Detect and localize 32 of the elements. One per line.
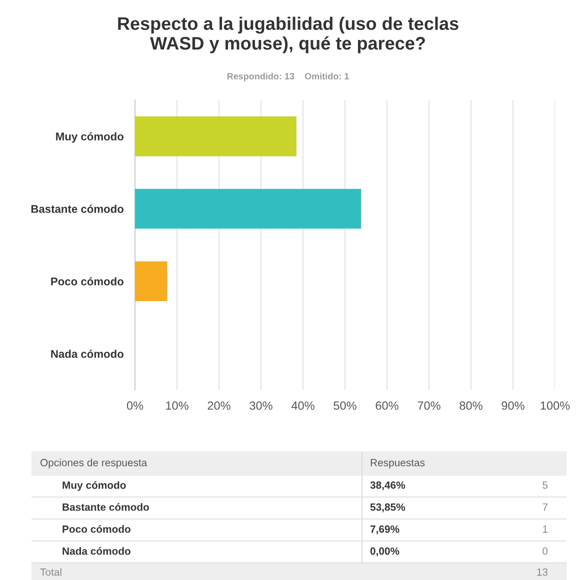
text: Opciones de respuesta: [40, 458, 148, 468]
text: 1: [543, 526, 548, 533]
x-tick-label: 90%: [502, 401, 524, 410]
x-tick-label: 0%: [126, 401, 144, 410]
category-label: Nada cómodo: [62, 547, 130, 555]
text: 53,85%: [370, 503, 406, 512]
y-tick-label: Nada cómodo: [51, 350, 124, 358]
x-tick-label: 50%: [334, 401, 356, 410]
text: 5: [542, 482, 548, 489]
x-tick-label: 40%: [291, 401, 314, 410]
x-tick-label: 10%: [166, 401, 188, 410]
text: 38,46%: [370, 481, 406, 490]
x-tick-label: 60%: [376, 401, 398, 410]
text: Respuestas: [370, 459, 425, 468]
category-label: Bastante cómodo: [62, 503, 149, 511]
text: 7: [542, 504, 548, 511]
y-tick-label: Poco cómodo: [51, 277, 124, 286]
chart-title: Respecto a la jugabilidad (uso de teclas WASD y mouse), qué te parece?: [118, 16, 458, 54]
text: 13: [537, 568, 548, 576]
chart-subtitle: Respondido: 13 Omitido: 1: [227, 72, 349, 82]
y-tick-label: Bastante cómodo: [31, 204, 124, 213]
text: 0,00%: [370, 547, 400, 556]
x-tick-label: 100%: [540, 401, 570, 410]
x-tick-label: 30%: [250, 401, 272, 410]
category-label: Poco cómodo: [62, 525, 130, 533]
x-tick-label: 20%: [208, 401, 230, 410]
y-tick-label: Muy cómodo: [56, 132, 124, 143]
text: 0: [542, 547, 548, 555]
text: Total: [40, 568, 62, 576]
text: 7,69%: [370, 525, 400, 534]
x-tick-label: 70%: [418, 401, 440, 410]
x-tick-label: 80%: [460, 401, 482, 410]
